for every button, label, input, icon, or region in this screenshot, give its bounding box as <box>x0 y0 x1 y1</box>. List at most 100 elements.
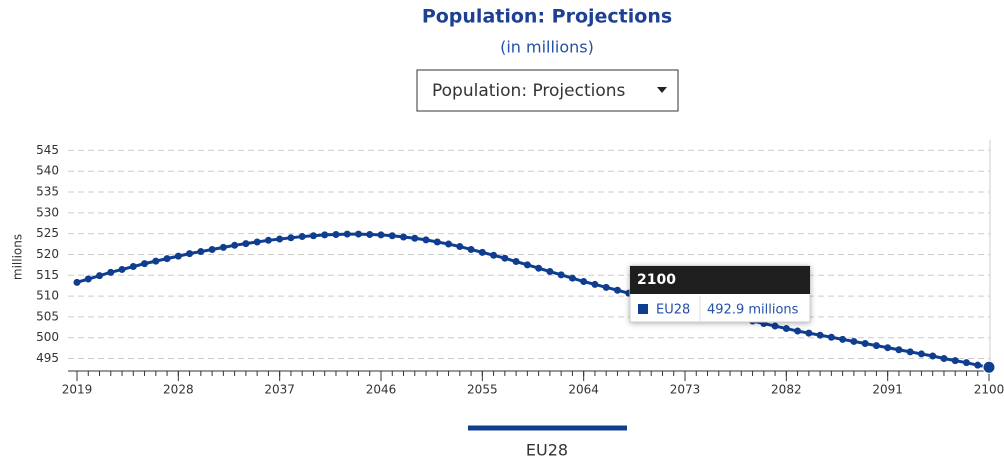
y-tick-label: 545 <box>36 143 59 157</box>
x-tick-label: 2037 <box>264 383 295 397</box>
point <box>962 359 970 367</box>
point <box>163 255 171 263</box>
tooltip-header <box>630 266 810 294</box>
x-tick-label: 2028 <box>163 383 194 397</box>
point <box>906 348 914 356</box>
point <box>321 231 329 239</box>
x-tick-label: 2055 <box>467 383 498 397</box>
point <box>794 327 802 335</box>
y-tick-label: 540 <box>36 164 59 178</box>
point <box>129 263 137 271</box>
dropdown-arrow[interactable] <box>657 87 667 93</box>
point <box>219 243 227 251</box>
point <box>523 261 531 269</box>
point <box>827 333 835 341</box>
y-tick-label: 525 <box>36 226 59 240</box>
x-tick-label: 2073 <box>670 383 701 397</box>
point <box>535 264 543 272</box>
point <box>546 268 554 276</box>
dropdown[interactable]: Population: Projections <box>416 69 679 112</box>
point <box>242 240 250 248</box>
point <box>805 329 813 337</box>
point <box>895 346 903 354</box>
point <box>118 265 126 273</box>
point <box>929 352 937 360</box>
point <box>354 230 362 238</box>
point <box>287 234 295 242</box>
point <box>478 248 486 256</box>
point <box>388 232 396 240</box>
point <box>73 278 81 286</box>
point <box>974 361 982 369</box>
x-tick-label: 2091 <box>872 383 903 397</box>
y-tick-label: 510 <box>36 289 59 303</box>
x-tick-label: 2019 <box>62 383 93 397</box>
point <box>141 260 149 268</box>
tooltip: 2100 EU28 492.9 millions <box>629 265 811 323</box>
point <box>982 360 996 374</box>
point <box>940 355 948 363</box>
y-tick-label: 500 <box>36 330 59 344</box>
legend-label: EU28 <box>526 441 568 460</box>
x-tick-label: 2046 <box>366 383 397 397</box>
point <box>174 252 182 260</box>
point <box>467 245 475 253</box>
point <box>309 232 317 240</box>
point <box>445 240 453 248</box>
point <box>884 344 892 352</box>
point <box>84 275 92 283</box>
chart-subtitle: (in millions) <box>500 38 594 57</box>
point <box>771 322 779 330</box>
point <box>782 325 790 333</box>
y-tick-label: 530 <box>36 205 59 219</box>
point <box>861 340 869 348</box>
point <box>411 234 419 242</box>
point <box>208 245 216 253</box>
y-tick-label: 495 <box>36 351 59 365</box>
point <box>298 233 306 241</box>
point <box>422 236 430 244</box>
point <box>366 230 374 238</box>
point <box>152 257 160 265</box>
tooltip-value: 492.9 millions <box>707 303 799 318</box>
x-tick-label: 2082 <box>771 383 802 397</box>
point <box>580 278 588 286</box>
tooltip-series: EU28 <box>656 303 690 318</box>
point <box>332 230 340 238</box>
tooltip-title: 2100 <box>637 272 676 288</box>
point <box>231 241 239 249</box>
tooltip-swatch <box>638 304 648 314</box>
point <box>490 251 498 259</box>
line <box>76 232 990 369</box>
point <box>568 274 576 282</box>
point <box>839 335 847 343</box>
point <box>613 286 621 294</box>
point <box>951 357 959 365</box>
point <box>456 243 464 251</box>
point <box>591 280 599 288</box>
point <box>107 268 115 276</box>
point <box>276 235 284 243</box>
point <box>433 238 441 246</box>
chart-title: Population: Projections <box>422 6 672 28</box>
dropdown-label[interactable]: Population: Projections <box>432 81 626 101</box>
point <box>512 258 520 266</box>
point <box>557 271 565 279</box>
point <box>872 342 880 350</box>
x-tick-label: 2100 <box>974 383 1004 397</box>
y-tick-label: 520 <box>36 247 59 261</box>
point <box>264 236 272 244</box>
y-axis-label: millions <box>11 234 25 280</box>
point <box>917 350 925 358</box>
y-tick-label: 515 <box>36 268 59 282</box>
y-tick-label: 535 <box>36 185 59 199</box>
point <box>850 337 858 345</box>
point <box>501 254 509 262</box>
point <box>816 331 824 339</box>
x-tick-label: 2064 <box>568 383 599 397</box>
dropdown-box[interactable] <box>416 69 679 112</box>
point <box>186 250 194 258</box>
y-tick-label: 505 <box>36 309 59 323</box>
point <box>602 283 610 291</box>
